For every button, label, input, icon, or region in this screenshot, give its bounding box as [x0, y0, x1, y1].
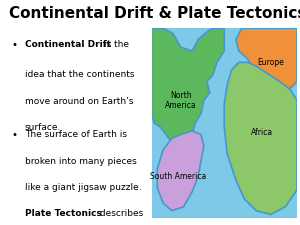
Text: The surface of Earth is: The surface of Earth is: [25, 130, 127, 139]
Text: surface.: surface.: [25, 123, 61, 132]
Text: North
America: North America: [165, 91, 196, 110]
Text: describes: describes: [97, 209, 143, 218]
Text: is the: is the: [100, 40, 129, 49]
Text: •: •: [12, 40, 18, 50]
Text: broken into many pieces: broken into many pieces: [25, 157, 137, 166]
Text: Africa: Africa: [251, 128, 273, 137]
Text: Plate Tectonics: Plate Tectonics: [25, 209, 102, 218]
Text: Continental Drift: Continental Drift: [25, 40, 111, 49]
Text: move around on Earth’s: move around on Earth’s: [25, 97, 134, 106]
Text: •: •: [12, 130, 18, 140]
Polygon shape: [236, 28, 297, 95]
Text: Europe: Europe: [257, 58, 284, 67]
Text: idea that the continents: idea that the continents: [25, 70, 134, 79]
Text: like a giant jigsaw puzzle.: like a giant jigsaw puzzle.: [25, 183, 142, 192]
Polygon shape: [157, 131, 204, 211]
Polygon shape: [152, 28, 224, 154]
Text: South America: South America: [150, 172, 206, 181]
Polygon shape: [224, 62, 297, 214]
Text: Continental Drift & Plate Tectonics: Continental Drift & Plate Tectonics: [9, 6, 300, 21]
